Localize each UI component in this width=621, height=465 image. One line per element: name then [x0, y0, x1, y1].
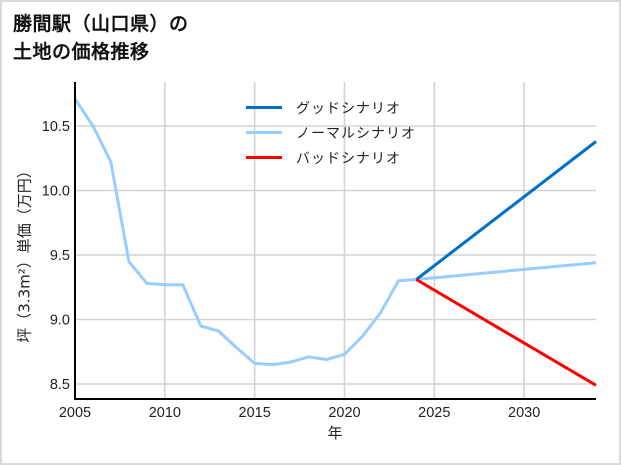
series-line	[415, 140, 597, 281]
series-line	[415, 278, 597, 387]
x-tick-label: 2025	[418, 405, 450, 421]
axes	[74, 82, 596, 400]
chart-title: 勝間駅（山口県）の 土地の価格推移	[13, 10, 189, 66]
data-lines	[73, 98, 597, 387]
legend-item-good: グッドシナリオ	[246, 95, 416, 120]
x-tick-label: 2010	[149, 405, 181, 421]
gridlines	[74, 82, 596, 399]
legend-label-bad: バッドシナリオ	[296, 150, 401, 167]
legend-swatch-good	[246, 106, 282, 109]
legend-swatch-bad	[246, 156, 282, 159]
x-axis-label: 年	[327, 424, 343, 442]
legend-swatch-normal	[246, 131, 282, 134]
x-tick-label: 2005	[59, 405, 91, 421]
chart-title-line-1: 勝間駅（山口県）の	[13, 13, 189, 35]
legend-item-bad: バッドシナリオ	[246, 145, 416, 170]
y-tick-label: 10.0	[42, 184, 70, 200]
y-tick-label: 8.5	[50, 377, 70, 393]
x-tick-label: 2030	[508, 405, 540, 421]
tick-labels: 2005 2010 2015 2020 2025 2030 8.5 9.0 9.5 10.0 10.…	[42, 119, 541, 421]
y-axis-label: 坪（3.3m²）単価（万円）	[15, 163, 34, 343]
series-line	[73, 98, 597, 367]
x-tick-label: 2020	[328, 405, 360, 421]
y-tick-label: 10.5	[42, 119, 70, 135]
legend-label-normal: ノーマルシナリオ	[296, 125, 416, 142]
y-tick-label: 9.0	[50, 313, 70, 329]
legend: グッドシナリオ ノーマルシナリオ バッドシナリオ	[246, 95, 416, 170]
x-tick-label: 2015	[239, 405, 271, 421]
chart-title-line-2: 土地の価格推移	[13, 41, 150, 63]
legend-item-normal: ノーマルシナリオ	[246, 120, 416, 145]
legend-label-good: グッドシナリオ	[296, 100, 401, 117]
y-tick-label: 9.5	[50, 248, 70, 264]
